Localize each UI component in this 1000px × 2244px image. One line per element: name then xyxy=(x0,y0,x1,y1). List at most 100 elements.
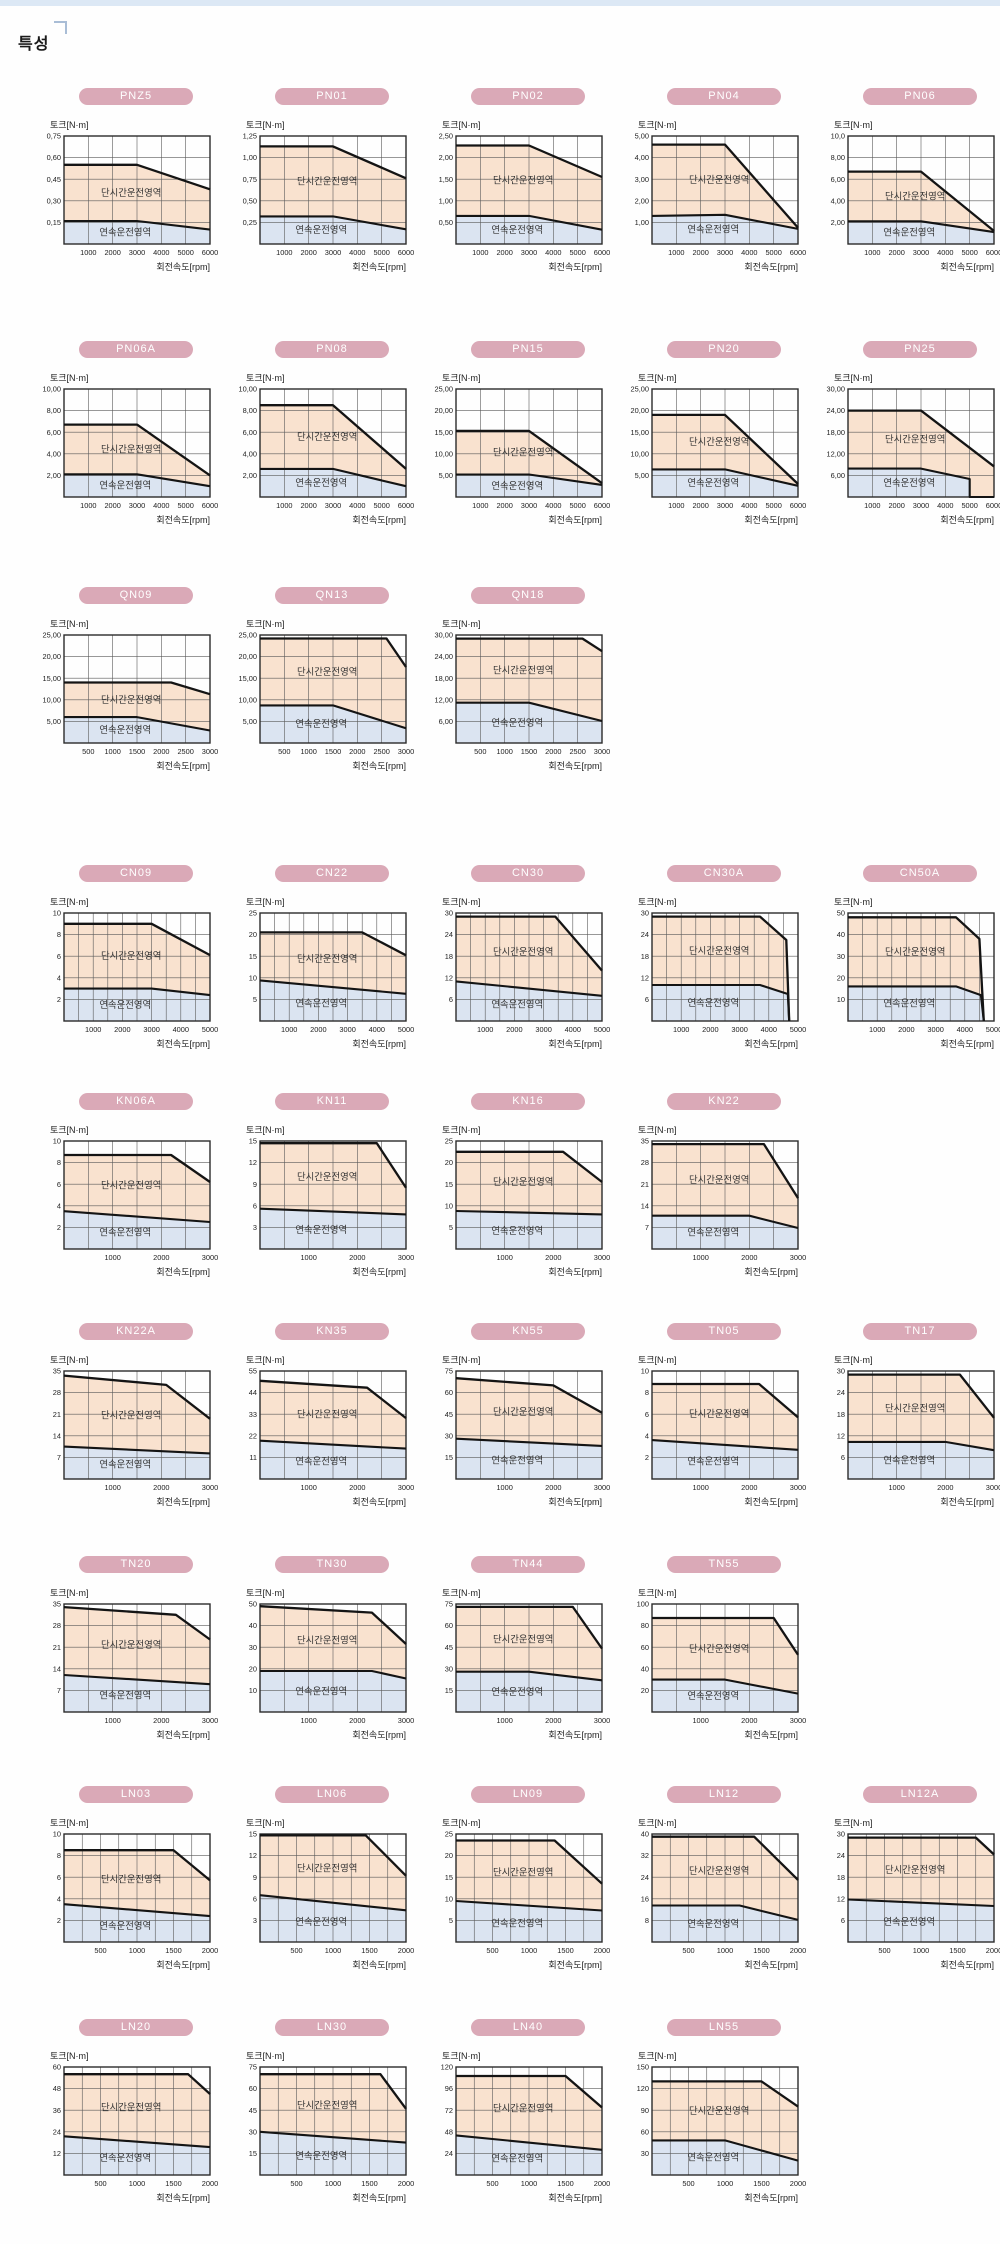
short-time-region-label: 단시간운전영역 xyxy=(493,447,553,458)
speed-axis-label: 회전속도[rpm] xyxy=(744,1039,798,1049)
speed-axis-label: 회전속도[rpm] xyxy=(940,1960,994,1970)
torque-axis-label: 토크[N·m] xyxy=(638,373,677,383)
torque-speed-chart-TN44: 75 60 45 30 15 1000 2000 3000 단시간운전영역연속운전영역회전속도[… xyxy=(445,1600,610,1740)
continuous-region-label: 연속운전영역 xyxy=(99,2152,151,2163)
speed-axis-label: 회전속도[rpm] xyxy=(940,515,994,525)
short-time-region-label: 단시간운전영역 xyxy=(493,1176,553,1187)
x-tick-label: 2000 xyxy=(398,2179,414,2188)
torque-speed-chart-KN22A: 35 28 21 14 7 1000 2000 3000 단시간운전영역연속운전영역회전속도[r… xyxy=(53,1367,218,1507)
x-tick-label: 3000 xyxy=(790,1253,806,1262)
chart-card-PNZ5: PNZ5 토크[N·m] 0,75 0,60 0,45 0,30 0,15 1000 2000 3… xyxy=(38,88,234,283)
y-tick-label: 4 xyxy=(57,1894,61,1903)
x-tick-label: 2000 xyxy=(202,1946,218,1955)
y-tick-label: 60 xyxy=(445,1621,453,1630)
continuous-region-label: 연속운전영역 xyxy=(883,998,935,1009)
x-tick-label: 2000 xyxy=(545,1716,561,1725)
x-tick-label: 1000 xyxy=(129,2179,145,2188)
torque-speed-chart-QN18: 30,00 24,00 18,00 12,00 6,00 500 1000 1500 2000 2… xyxy=(435,631,611,771)
x-tick-label: 3000 xyxy=(790,1716,806,1725)
chart-row-5: KN22A 토크[N·m] 35 28 21 14 7 1000 2000 3000 단시간운전영역… xyxy=(38,1323,1000,1518)
x-tick-label: 6000 xyxy=(986,501,1000,510)
continuous-region-label: 연속운전영역 xyxy=(687,477,739,488)
chart-card-LN40: LN40 토크[N·m] 120 96 72 48 24 500 1000 1500 2000 단시간… xyxy=(430,2019,626,2214)
x-tick-label: 2000 xyxy=(349,1483,365,1492)
x-tick-label: 3000 xyxy=(521,501,537,510)
continuous-region-label: 연속운전영역 xyxy=(491,480,543,491)
x-tick-label: 5000 xyxy=(961,248,977,257)
x-tick-label: 500 xyxy=(278,747,290,756)
x-tick-label: 2000 xyxy=(741,1253,757,1262)
y-tick-label: 6 xyxy=(253,1894,257,1903)
chart-card-PN20: PN20 토크[N·m] 25,00 20,00 15,00 10,00 5,00 1000 2… xyxy=(626,341,822,536)
x-tick-label: 2000 xyxy=(104,248,120,257)
y-tick-label: 36 xyxy=(53,2106,61,2115)
x-tick-label: 3000 xyxy=(986,1483,1000,1492)
torque-speed-chart-TN17: 30 24 18 12 6 1000 2000 3000 단시간운전영역연속운전영역회전속도[r… xyxy=(837,1367,1000,1507)
torque-axis-label: 토크[N·m] xyxy=(442,897,481,907)
chart-badge-LN55: LN55 xyxy=(667,2019,781,2036)
y-tick-label: 30 xyxy=(837,1367,845,1376)
continuous-region-label: 연속운전영역 xyxy=(687,997,739,1008)
x-tick-label: 1000 xyxy=(692,1253,708,1262)
continuous-region-label: 연속운전영역 xyxy=(99,226,151,237)
chart-row-2: QN09 토크[N·m] 25,00 20,00 15,00 10,00 5,00 500 10… xyxy=(38,587,1000,782)
torque-speed-chart-TN30: 50 40 30 20 10 1000 2000 3000 단시간운전영역연속운전영역회전속도[… xyxy=(249,1600,414,1740)
short-time-region-label: 단시간운전영역 xyxy=(493,1633,553,1644)
y-tick-label: 30 xyxy=(445,1664,453,1673)
torque-speed-chart-PN04: 5,00 4,00 3,00 2,00 1,00 1000 2000 3000 4000 5000… xyxy=(635,132,807,272)
x-tick-label: 1500 xyxy=(129,747,145,756)
x-tick-label: 3000 xyxy=(717,501,733,510)
y-tick-label: 2 xyxy=(645,1453,649,1462)
x-tick-label: 4000 xyxy=(349,248,365,257)
chart-card-TN20: TN20 토크[N·m] 35 28 21 14 7 1000 2000 3000 단시간운전영역 연… xyxy=(38,1556,234,1751)
y-tick-label: 24 xyxy=(641,930,649,939)
y-tick-label: 60 xyxy=(445,1388,453,1397)
y-tick-label: 5 xyxy=(449,1223,453,1232)
short-time-region-label: 단시간운전영역 xyxy=(101,950,161,961)
y-tick-label: 21 xyxy=(53,1643,61,1652)
continuous-region-label: 연속운전영역 xyxy=(99,1690,151,1701)
chart-card-KN06A: KN06A 토크[N·m] 10 8 6 4 2 1000 2000 3000 단시간운전영역 연속운… xyxy=(38,1093,234,1288)
y-tick-label: 30 xyxy=(837,952,845,961)
short-time-region-label: 단시간운전영역 xyxy=(885,434,945,445)
x-tick-label: 2000 xyxy=(114,1025,130,1034)
y-tick-label: 20 xyxy=(445,1851,453,1860)
speed-axis-label: 회전속도[rpm] xyxy=(156,1497,210,1507)
x-tick-label: 2000 xyxy=(153,1483,169,1492)
continuous-region-label: 연속운전영역 xyxy=(99,480,151,491)
torque-axis-label: 토크[N·m] xyxy=(638,897,677,907)
speed-axis-label: 회전속도[rpm] xyxy=(940,1039,994,1049)
speed-axis-label: 회전속도[rpm] xyxy=(352,761,406,771)
x-tick-label: 500 xyxy=(474,747,486,756)
speed-axis-label: 회전속도[rpm] xyxy=(352,1039,406,1049)
x-tick-label: 1000 xyxy=(300,1716,316,1725)
torque-axis-label: 토크[N·m] xyxy=(50,897,89,907)
y-tick-label: 16 xyxy=(641,1894,649,1903)
y-tick-label: 15 xyxy=(445,1180,453,1189)
continuous-region-label: 연속운전영역 xyxy=(491,1918,543,1929)
x-tick-label: 2000 xyxy=(594,1946,610,1955)
chart-card-PN01: PN01 토크[N·m] 1,25 1,00 0,75 0,50 0,25 1000 2000 3… xyxy=(234,88,430,283)
y-tick-label: 11 xyxy=(249,1453,257,1462)
chart-card-QN09: QN09 토크[N·m] 25,00 20,00 15,00 10,00 5,00 500 10… xyxy=(38,587,234,782)
torque-speed-chart-CN22: 25 20 15 10 5 1000 2000 3000 4000 5000 단시간운전영역연속운전… xyxy=(249,909,414,1049)
x-tick-label: 1000 xyxy=(521,1946,537,1955)
torque-speed-chart-LN12A: 30 24 18 12 6 500 1000 1500 2000 단시간운전영역연속운전영역회전속… xyxy=(837,1830,1000,1970)
y-tick-label: 20 xyxy=(249,930,257,939)
y-tick-label: 10,00 xyxy=(43,695,62,704)
y-tick-label: 10,00 xyxy=(239,695,258,704)
x-tick-label: 3000 xyxy=(913,248,929,257)
y-tick-label: 30,00 xyxy=(435,631,454,640)
y-tick-label: 32 xyxy=(641,1851,649,1860)
y-tick-label: 10 xyxy=(445,1201,453,1210)
speed-axis-label: 회전속도[rpm] xyxy=(744,262,798,272)
y-tick-label: 12 xyxy=(53,2149,61,2158)
torque-speed-chart-LN03: 10 8 6 4 2 500 1000 1500 2000 단시간운전영역연속운전영역회전속도[r… xyxy=(53,1830,218,1970)
x-tick-label: 500 xyxy=(682,1946,694,1955)
y-tick-label: 10 xyxy=(53,1830,61,1839)
x-tick-label: 4000 xyxy=(937,248,953,257)
chart-badge-LN30: LN30 xyxy=(275,2019,389,2036)
torque-axis-label: 토크[N·m] xyxy=(50,120,89,130)
